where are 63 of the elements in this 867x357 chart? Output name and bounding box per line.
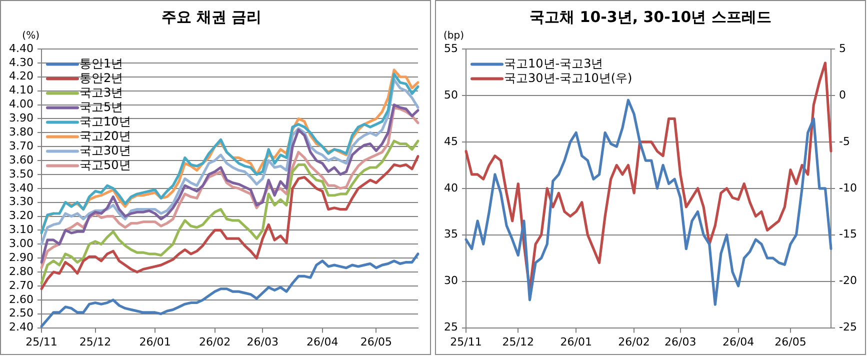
y-tick-label: 3.80: [8, 126, 34, 138]
y2-tick-label: -5: [839, 134, 850, 148]
x-tick-label: 26/05: [360, 335, 392, 348]
legend-label: 국고10년: [79, 114, 131, 128]
legend-label: 국고50년: [79, 158, 131, 172]
x-tick-label: 26/01: [139, 335, 171, 348]
x-tick-label: 25/11: [26, 335, 58, 348]
legend-label: 국고3년: [79, 85, 124, 100]
x-tick-label: 26/04: [722, 335, 754, 348]
x-tick-label: 25/12: [502, 335, 534, 348]
y-tick-label: 3.40: [8, 181, 34, 194]
y-tick-label: 2.80: [8, 264, 34, 278]
legend-label: 국고5년: [79, 100, 124, 114]
x-tick-label: 25/11: [450, 335, 482, 348]
y2-tick-label: -25: [839, 320, 857, 334]
y-tick-label: 3.30: [8, 195, 34, 208]
y-tick-label: 3.20: [8, 209, 34, 222]
y-tick-label: 4.30: [8, 56, 34, 69]
y-tick-label: 55: [444, 42, 458, 55]
y-tick-label: 2.40: [8, 320, 34, 334]
y2-tick-label: 0: [839, 88, 846, 102]
y2-tick-label: 5: [839, 42, 846, 55]
y2-tick-label: -10: [839, 181, 857, 194]
y2-tick-label: -20: [839, 274, 857, 288]
legend-label: 국고20년: [79, 128, 131, 143]
y-tick-label: 3.60: [8, 153, 34, 166]
legend-label: 국고30년-국고10년(우): [504, 70, 632, 85]
y-tick-label: 2.50: [8, 306, 34, 320]
x-tick-label: 26/03: [246, 335, 278, 348]
y-axis-title: (%): [22, 30, 40, 42]
x-tick-label: 26/04: [306, 335, 338, 348]
y-tick-label: 4.40: [8, 42, 34, 55]
y-tick-label: 45: [444, 134, 458, 148]
x-tick-label: 26/05: [774, 335, 806, 348]
y-tick-label: 3.90: [8, 112, 34, 125]
legend-label: 국고30년: [79, 143, 131, 158]
y-tick-label: 30: [444, 274, 458, 288]
y2-tick-label: -15: [839, 228, 857, 241]
legend-label: 통안1년: [79, 56, 124, 70]
y-tick-label: 3.10: [8, 223, 34, 236]
x-tick-label: 26/03: [664, 335, 696, 348]
y-tick-label: 4.20: [8, 70, 34, 83]
y-tick-label: 3.50: [8, 167, 34, 180]
y-tick-label: 2.60: [8, 292, 34, 306]
y-axis-title: (bp): [443, 30, 464, 42]
y-tick-label: 2.70: [8, 278, 34, 292]
chart-title: 주요 채권 금리: [161, 8, 262, 26]
y-tick-label: 3.00: [8, 237, 34, 250]
y-tick-label: 50: [444, 88, 458, 102]
legend-label: 국고10년-국고3년: [504, 56, 604, 70]
y-tick-label: 25: [444, 320, 458, 334]
y-tick-label: 40: [444, 181, 458, 194]
legend-label: 통안2년: [79, 70, 124, 85]
chart-title: 국고채 10-3년, 30-10년 스프레드: [530, 8, 772, 26]
y-tick-label: 35: [444, 228, 458, 241]
y-tick-label: 4.00: [8, 98, 34, 111]
x-tick-label: 25/12: [79, 335, 112, 348]
x-tick-label: 26/02: [198, 335, 231, 348]
y-tick-label: 3.70: [8, 139, 34, 152]
y-tick-label: 2.90: [8, 250, 34, 264]
y-tick-label: 4.10: [8, 84, 34, 97]
x-tick-label: 26/02: [618, 335, 650, 348]
x-tick-label: 26/01: [560, 335, 592, 348]
